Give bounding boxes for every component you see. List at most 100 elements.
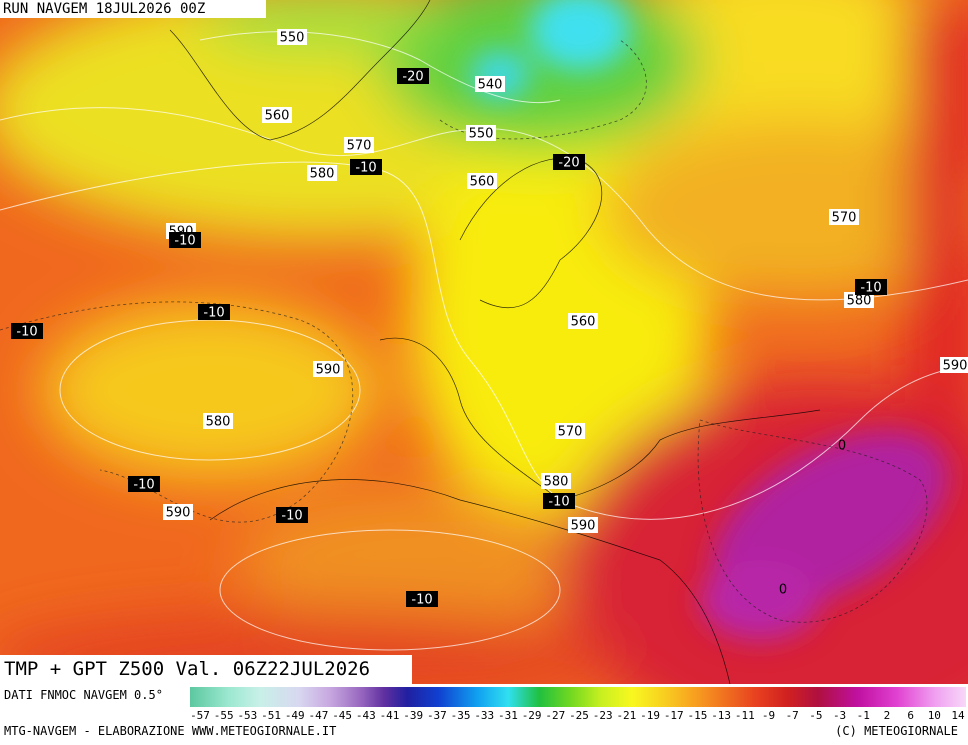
colorbar-tick-label: -57 — [190, 709, 210, 722]
colorbar-tick-label: -43 — [356, 709, 376, 722]
gpt-label-box — [313, 361, 343, 377]
gpt-label: 590 — [316, 363, 341, 378]
gpt-label: 580 — [847, 294, 872, 309]
tmp-label-box — [553, 154, 585, 170]
colorbar — [190, 687, 966, 707]
gpt-label: 590 — [166, 506, 191, 521]
gpt-label: 580 — [206, 415, 231, 430]
tmp-label: -10 — [174, 234, 195, 249]
gpt-label: 540 — [478, 78, 503, 93]
colorbar-tick-label: -3 — [833, 709, 846, 722]
gpt-label-box — [262, 107, 292, 123]
tmp-label-box — [276, 507, 308, 523]
gpt-label-box — [541, 473, 571, 489]
colorbar-tick-label: -13 — [711, 709, 731, 722]
tmp-label-box — [855, 279, 887, 295]
gpt-label-box — [307, 165, 337, 181]
run-label: RUN NAVGEM 18JUL2026 00Z — [0, 0, 266, 18]
tmp-label: 0 — [779, 583, 787, 598]
colorbar-tick-label: -5 — [809, 709, 822, 722]
colorbar-tick-label: -9 — [762, 709, 775, 722]
colorbar-ticks: -57 -55 -53 -51 -49 -47 -45 -43 -41 -39 -37 -35 -33-… — [190, 709, 965, 722]
gpt-label: 590 — [571, 519, 596, 534]
tmp-label-box — [397, 68, 429, 84]
colorbar-tick-label: -25 — [569, 709, 589, 722]
colorbar-tick-label: -17 — [664, 709, 684, 722]
legend-source: DATI FNMOC NAVGEM 0.5° — [4, 688, 163, 702]
colorbar-tick-label: -55 — [214, 709, 234, 722]
colorbar-tick-label: -23 — [593, 709, 613, 722]
colorbar-tick-label: 10 — [928, 709, 941, 722]
map-title: TMP + GPT Z500 Val. 06Z22JUL2026 — [0, 655, 412, 684]
gpt-label-box — [844, 292, 874, 308]
colorbar-tick-label: -27 — [545, 709, 565, 722]
tmp-label-box — [11, 323, 43, 339]
tmp-label: -10 — [203, 306, 224, 321]
tmp-label-box — [169, 232, 201, 248]
gpt-label-box — [568, 313, 598, 329]
colorbar-tick-label: -1 — [857, 709, 870, 722]
gpt-label: 570 — [832, 211, 857, 226]
gpt-label: 580 — [544, 475, 569, 490]
footer-left: MTG-NAVGEM - ELABORAZIONE WWW.METEOGIORN… — [4, 724, 337, 738]
gpt-label-box — [163, 504, 193, 520]
colorbar-tick-label: -21 — [616, 709, 636, 722]
gpt-label-box — [344, 137, 374, 153]
tmp-label: -10 — [16, 325, 37, 340]
gpt-label: 550 — [469, 127, 494, 142]
gpt-label: 580 — [310, 167, 335, 182]
tmp-label-box — [198, 304, 230, 320]
gpt-label-box — [467, 173, 497, 189]
gpt-label: 560 — [571, 315, 596, 330]
tmp-label-box — [128, 476, 160, 492]
gpt-label: 560 — [470, 175, 495, 190]
gpt-label: 550 — [280, 31, 305, 46]
gpt-label: 570 — [558, 425, 583, 440]
gpt-label: 570 — [347, 139, 372, 154]
gpt-label-box — [475, 76, 505, 92]
tmp-contours — [0, 39, 928, 623]
colorbar-tick-label: -35 — [451, 709, 471, 722]
gpt-label: 560 — [265, 109, 290, 124]
colorbar-tick-label: 6 — [907, 709, 914, 722]
colorbar-tick-label: -31 — [498, 709, 518, 722]
tmp-label: 0 — [838, 439, 846, 454]
gpt-label-box — [203, 413, 233, 429]
tmp-label-box — [543, 493, 575, 509]
colorbar-tick-label: -11 — [735, 709, 755, 722]
colorbar-tick-label: -49 — [285, 709, 305, 722]
colorbar-tick-label: -47 — [309, 709, 329, 722]
gpt-label-box — [466, 125, 496, 141]
gpt-label: 590 — [943, 359, 968, 374]
colorbar-tick-label: -37 — [427, 709, 447, 722]
tmp-label: -10 — [548, 495, 569, 510]
tmp-label: -10 — [860, 281, 881, 296]
tmp-label: -10 — [355, 161, 376, 176]
tmp-label: -10 — [411, 593, 432, 608]
colorbar-tick-label: 2 — [884, 709, 891, 722]
colorbar-tick-label: -29 — [522, 709, 542, 722]
gpt-label-box — [829, 209, 859, 225]
gpt-label-box — [277, 29, 307, 45]
colorbar-tick-label: -53 — [237, 709, 257, 722]
tmp-label: -20 — [402, 70, 423, 85]
tmp-label: -20 — [558, 156, 579, 171]
colorbar-tick-label: -39 — [403, 709, 423, 722]
tmp-label: -10 — [133, 478, 154, 493]
colorbar-tick-label: -33 — [474, 709, 494, 722]
colorbar-tick-label: -51 — [261, 709, 281, 722]
gpt-label-box — [940, 357, 968, 373]
colorbar-tick-label: -15 — [688, 709, 708, 722]
footer-right: (C) METEOGIORNALE — [835, 724, 958, 738]
tmp-label-box — [350, 159, 382, 175]
colorbar-tick-label: -19 — [640, 709, 660, 722]
temperature-field — [0, 0, 968, 684]
colorbar-tick-label: -45 — [332, 709, 352, 722]
colorbar-tick-label: 14 — [951, 709, 965, 722]
colorbar-tick-label: -7 — [786, 709, 799, 722]
map: 550 540 550 560 570 580 560 590 570 560 590 580 570 5… — [0, 0, 968, 684]
tmp-label-box — [406, 591, 438, 607]
gpt-label-box — [555, 423, 585, 439]
colorbar-tick-label: -41 — [380, 709, 400, 722]
